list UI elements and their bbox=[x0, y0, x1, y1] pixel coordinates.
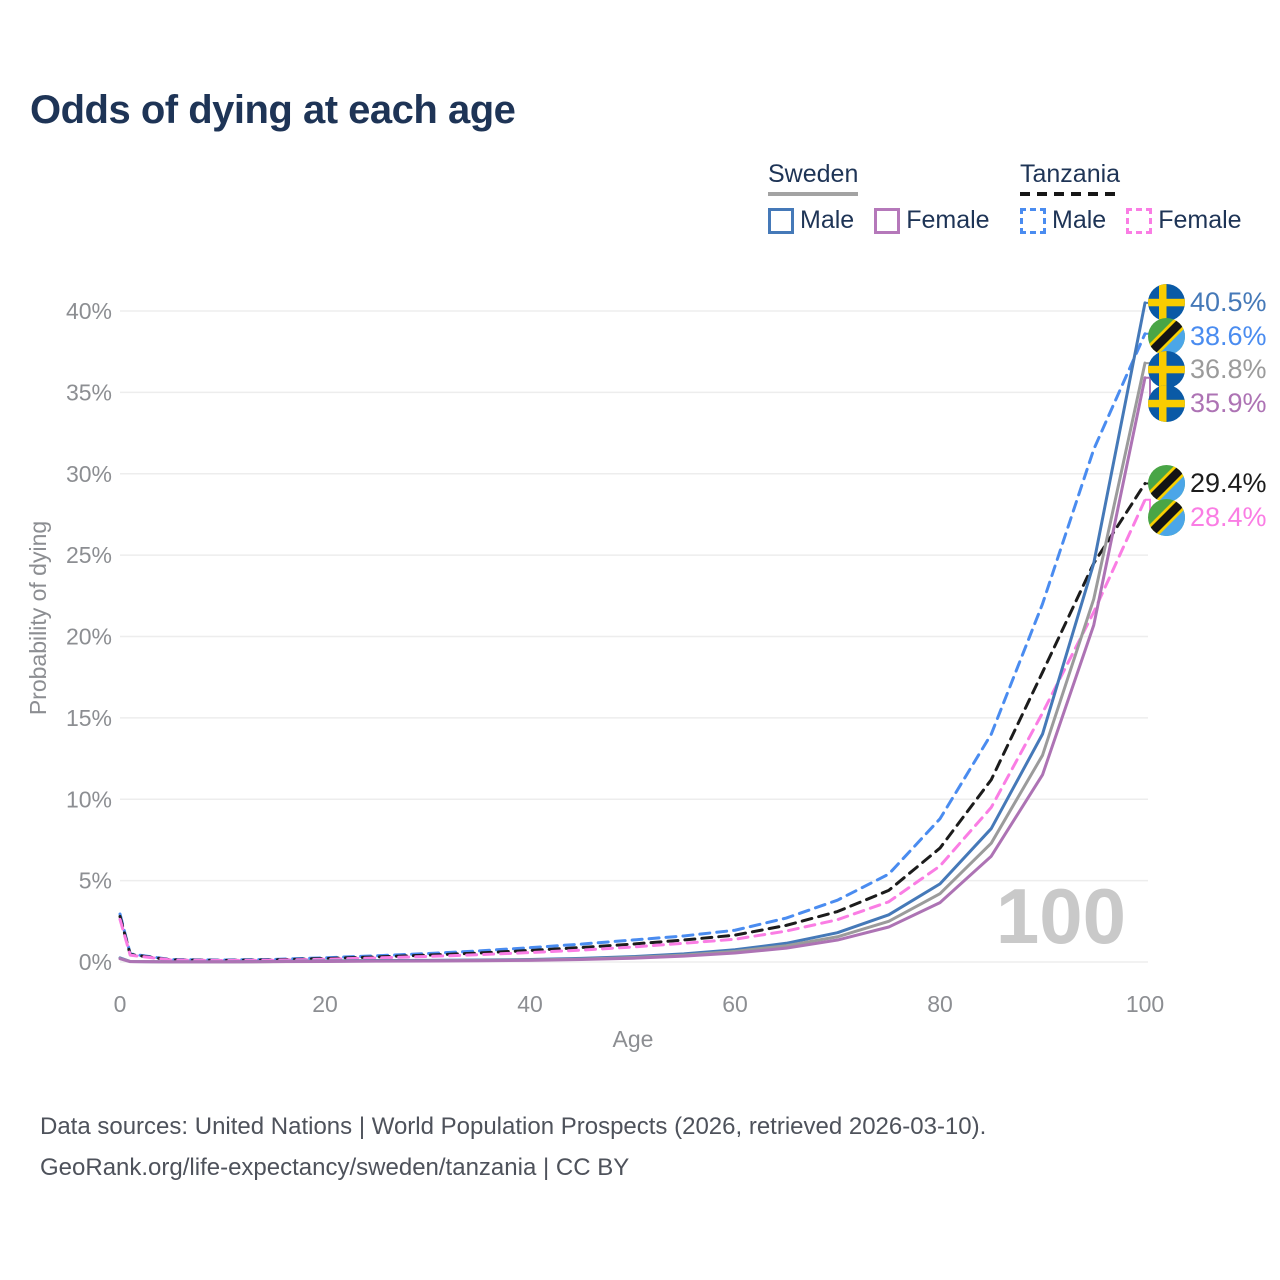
y-tick-label: 5% bbox=[79, 868, 112, 894]
y-tick-label: 10% bbox=[66, 786, 112, 812]
x-axis-title: Age bbox=[613, 1026, 654, 1052]
age-watermark: 100 bbox=[996, 872, 1126, 960]
y-tick-label: 15% bbox=[66, 705, 112, 731]
annotation-row: 36.8% bbox=[1148, 351, 1267, 388]
annotation-value: 29.4% bbox=[1190, 468, 1267, 498]
x-tick-label: 0 bbox=[114, 991, 127, 1017]
sweden-male-swatch[interactable] bbox=[768, 207, 794, 234]
x-tick-label: 100 bbox=[1126, 991, 1164, 1017]
annotation-row: 28.4% bbox=[1148, 499, 1267, 536]
footer-attribution: GeoRank.org/life-expectancy/sweden/tanza… bbox=[40, 1154, 630, 1181]
legend-group-title-sweden: Sweden bbox=[768, 160, 859, 188]
x-tick-label: 20 bbox=[312, 991, 338, 1017]
legend-label-sweden-female[interactable]: Female bbox=[906, 206, 990, 234]
series-sweden-female bbox=[118, 376, 1147, 964]
sweden-flag-icon bbox=[1148, 351, 1185, 388]
x-tick-label: 40 bbox=[517, 991, 543, 1017]
y-axis-title: Probability of dying bbox=[25, 521, 51, 715]
annotation-row: 40.5% bbox=[1148, 284, 1267, 321]
annotation-row: 35.9% bbox=[1148, 385, 1267, 422]
y-tick-label: 30% bbox=[66, 461, 112, 487]
tanzania-flag-icon bbox=[1148, 318, 1185, 355]
x-tick-label: 80 bbox=[927, 991, 953, 1017]
legend-label-tanzania-female[interactable]: Female bbox=[1158, 206, 1242, 234]
annotation-value: 38.6% bbox=[1190, 320, 1267, 351]
y-tick-label: 0% bbox=[79, 949, 112, 975]
y-tick-label: 40% bbox=[66, 298, 112, 324]
legend-label-tanzania-male[interactable]: Male bbox=[1052, 206, 1107, 234]
page-title: Odds of dying at each age bbox=[30, 88, 516, 132]
sweden-line-swatch bbox=[768, 192, 858, 196]
footer: Data sources: United Nations | World Pop… bbox=[40, 1106, 986, 1188]
annotation-row: 38.6% bbox=[1148, 318, 1267, 355]
series-tanzania-male bbox=[118, 332, 1147, 962]
x-tick-label: 60 bbox=[722, 991, 748, 1017]
sweden-flag-icon bbox=[1148, 284, 1185, 321]
tanzania-male-swatch[interactable] bbox=[1020, 207, 1046, 234]
tanzania-line-swatch bbox=[1020, 192, 1120, 196]
sweden-flag-icon bbox=[1148, 385, 1185, 422]
annotation-value: 40.5% bbox=[1190, 287, 1267, 318]
y-tick-label: 35% bbox=[66, 379, 112, 405]
tanzania-flag-icon bbox=[1148, 499, 1185, 536]
annotation-value: 35.9% bbox=[1190, 387, 1267, 418]
annotation-value: 36.8% bbox=[1190, 354, 1267, 385]
legend-label-sweden-male[interactable]: Male bbox=[800, 206, 855, 234]
legend-group-sweden: Sweden Male Female bbox=[768, 160, 990, 235]
sweden-female-swatch[interactable] bbox=[874, 207, 901, 234]
tanzania-female-swatch[interactable] bbox=[1126, 207, 1153, 234]
y-tick-label: 25% bbox=[66, 542, 112, 568]
y-tick-label: 20% bbox=[66, 624, 112, 650]
tanzania-flag-icon bbox=[1148, 465, 1185, 502]
series-sweden-total bbox=[118, 361, 1147, 964]
legend-group-title-tanzania: Tanzania bbox=[1020, 160, 1121, 188]
footer-data-sources: Data sources: United Nations | World Pop… bbox=[40, 1113, 987, 1140]
series-sweden-male bbox=[118, 301, 1147, 964]
annotation-value: 28.4% bbox=[1190, 501, 1267, 532]
legend-group-tanzania: Tanzania Male Female bbox=[1020, 160, 1242, 235]
annotation-row: 29.4% bbox=[1148, 465, 1267, 502]
